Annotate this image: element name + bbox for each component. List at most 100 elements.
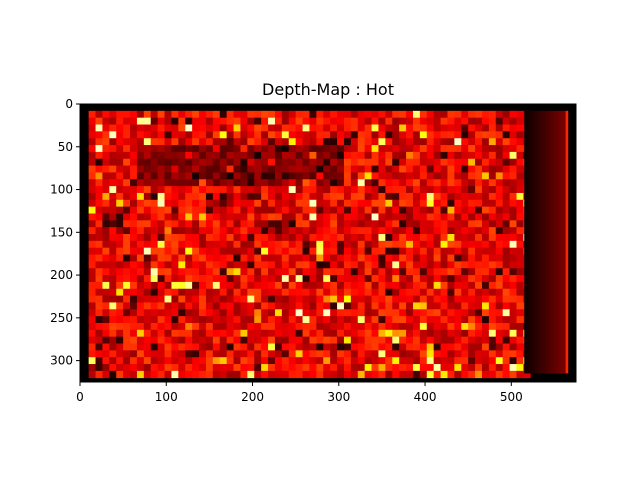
heatmap-cell	[454, 213, 462, 221]
heatmap-cell	[302, 370, 310, 379]
heatmap-cell	[109, 186, 117, 194]
heatmap-cell	[136, 172, 145, 180]
heatmap-cell	[123, 370, 131, 379]
heatmap-cell	[516, 295, 524, 303]
heatmap-cell	[481, 364, 490, 372]
heatmap-cell	[109, 138, 117, 146]
heatmap-cell	[136, 227, 145, 235]
heatmap-cell	[109, 124, 117, 132]
heatmap-cell	[88, 110, 96, 119]
heatmap-cell	[102, 179, 110, 187]
heatmap-cell	[440, 329, 448, 338]
heatmap-cell	[261, 192, 269, 201]
heatmap-cell	[330, 254, 338, 262]
heatmap-cell	[406, 227, 414, 235]
heatmap-cell	[136, 117, 145, 125]
heatmap-cell	[247, 165, 255, 173]
heatmap-cell	[392, 131, 400, 139]
heatmap-cell	[261, 165, 269, 173]
heatmap-cell	[468, 329, 476, 338]
heatmap-cell	[247, 275, 255, 283]
heatmap-cell	[392, 302, 400, 310]
heatmap-cell	[309, 124, 317, 132]
heatmap-cell	[495, 220, 504, 228]
heatmap-cell	[454, 165, 462, 173]
heatmap-cell	[254, 364, 262, 372]
heatmap-cell	[309, 357, 317, 365]
heatmap-cell	[330, 117, 338, 125]
heatmap-cell	[254, 288, 262, 296]
heatmap-cell	[357, 213, 366, 221]
heatmap-cell	[516, 288, 524, 296]
heatmap-cell	[433, 364, 441, 372]
heatmap-cell	[378, 151, 386, 160]
heatmap-cell	[102, 240, 110, 249]
heatmap-cell	[268, 370, 276, 379]
heatmap-cell	[481, 131, 490, 139]
heatmap-cell	[440, 261, 448, 269]
heatmap-cell	[475, 124, 483, 132]
heatmap-cell	[419, 364, 428, 372]
heatmap-cell	[274, 186, 283, 194]
heatmap-cell	[419, 172, 428, 180]
heatmap-cell	[468, 186, 476, 194]
y-tick-label: 250	[50, 311, 73, 325]
heatmap-cell	[302, 192, 310, 201]
heatmap-cell	[516, 329, 524, 338]
heatmap-cell	[212, 370, 221, 379]
heatmap-cell	[481, 165, 490, 173]
heatmap-cell	[357, 343, 366, 351]
heatmap-cell	[316, 240, 324, 249]
heatmap-cell	[226, 213, 234, 221]
heatmap-cell	[440, 357, 448, 365]
heatmap-cell	[143, 227, 152, 235]
heatmap-cell	[426, 165, 435, 173]
heatmap-cell	[157, 316, 165, 324]
heatmap-cell	[337, 295, 345, 303]
heatmap-cell	[268, 329, 276, 338]
heatmap-cell	[378, 309, 386, 317]
heatmap-cell	[350, 343, 359, 351]
heatmap-cell	[247, 227, 255, 235]
heatmap-cell	[164, 350, 172, 358]
heatmap-cell	[288, 131, 297, 139]
heatmap-cell	[109, 199, 117, 208]
heatmap-cell	[157, 220, 165, 228]
heatmap-cell	[364, 172, 372, 180]
heatmap-cell	[461, 158, 469, 166]
heatmap-cell	[171, 199, 179, 208]
heatmap-cell	[199, 295, 207, 303]
heatmap-cell	[226, 138, 234, 146]
heatmap-cell	[192, 199, 200, 208]
heatmap-cell	[254, 322, 262, 331]
heatmap-cell	[316, 124, 324, 132]
heatmap-cell	[123, 138, 131, 146]
heatmap-cell	[109, 206, 117, 214]
heatmap-cell	[226, 206, 234, 214]
heatmap-cell	[350, 247, 359, 255]
heatmap-cell	[150, 364, 159, 372]
heatmap-cell	[371, 110, 379, 119]
heatmap-cell	[233, 165, 241, 173]
heatmap-cell	[268, 179, 276, 187]
heatmap-cell	[481, 261, 490, 269]
heatmap-cell	[185, 234, 193, 242]
heatmap-cell	[143, 234, 152, 242]
heatmap-cell	[281, 117, 290, 125]
heatmap-cell	[412, 151, 421, 160]
heatmap-cell	[412, 370, 421, 379]
heatmap-cell	[123, 288, 131, 296]
heatmap-cell	[178, 158, 186, 166]
heatmap-cell	[371, 295, 379, 303]
heatmap-cell	[254, 110, 262, 119]
heatmap-cell	[495, 234, 504, 242]
heatmap-cell	[337, 172, 345, 180]
heatmap-cell	[337, 288, 345, 296]
heatmap-cell	[130, 151, 138, 160]
heatmap-cell	[274, 247, 283, 255]
heatmap-cell	[481, 275, 490, 283]
heatmap-cell	[240, 206, 248, 214]
heatmap-cell	[288, 268, 297, 276]
heatmap-cell	[150, 370, 159, 379]
